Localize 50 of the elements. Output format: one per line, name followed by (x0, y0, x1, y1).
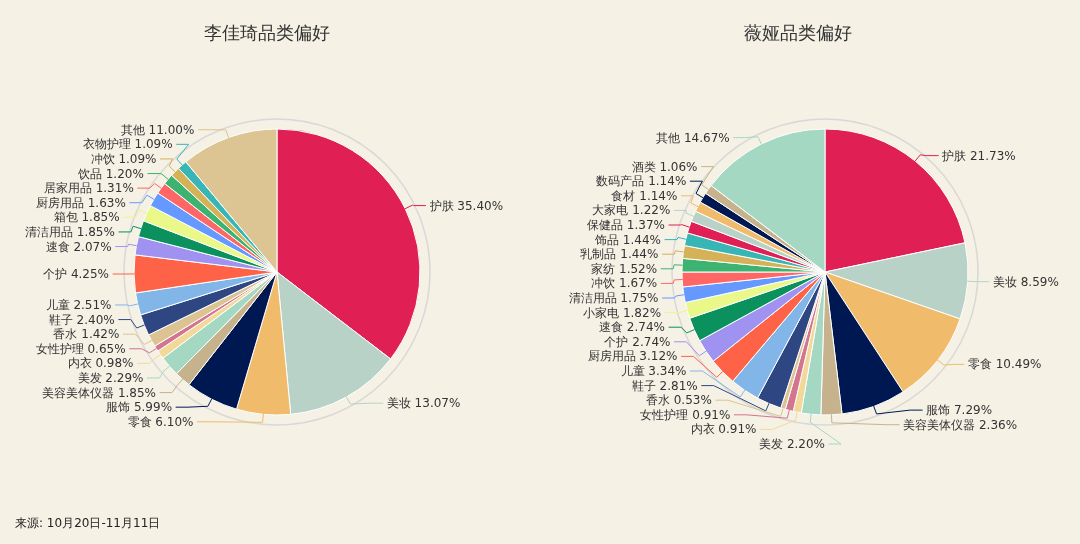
slice-label: 冲饮 1.67% (591, 276, 658, 291)
slice-label: 居家用品 1.31% (43, 181, 134, 196)
slice-label: 小家电 1.82% (583, 305, 662, 320)
slice-label: 儿童 3.34% (620, 364, 687, 378)
slice-label: 护肤 21.73% (941, 148, 1016, 163)
slice-label: 服饰 5.99% (106, 400, 173, 415)
slice-label: 美妆 8.59% (992, 274, 1059, 289)
slice-label: 个护 4.25% (43, 267, 110, 282)
slice-label: 速食 2.07% (45, 239, 112, 254)
slice-label: 其他 14.67% (656, 130, 730, 145)
slice-label: 内衣 0.91% (690, 422, 757, 437)
slice-label: 饮品 1.20% (76, 166, 144, 181)
slice-label: 香水 1.42% (53, 327, 120, 342)
slice-label: 美发 2.20% (759, 437, 825, 451)
slice-label: 鞋子 2.81% (631, 378, 698, 393)
slice-label: 服饰 7.29% (926, 403, 993, 418)
slice-label: 乳制品 1.44% (580, 247, 659, 262)
slice-label: 内衣 0.98% (67, 356, 134, 371)
slice-label: 香水 0.53% (645, 393, 712, 408)
slice-label: 鞋子 2.40% (48, 312, 115, 327)
slice-label: 其他 11.00% (120, 122, 195, 137)
slice-label: 零食 10.49% (967, 357, 1042, 372)
slice-label: 护肤 35.40% (428, 198, 504, 213)
slice-label: 美容美体仪器 1.85% (42, 385, 157, 400)
slice-label: 速食 2.74% (599, 320, 665, 335)
slice-label: 酒类 1.06% (631, 159, 698, 174)
slice-label: 女性护理 0.91% (640, 407, 731, 422)
slice-label: 厨房用品 3.12% (587, 349, 678, 364)
slice-label: 冲饮 1.09% (90, 151, 157, 166)
chart-title: 薇娅品类偏好 (744, 21, 852, 43)
slice-label: 女性护理 0.65% (35, 341, 126, 356)
slice-label: 美容美体仪器 2.36% (903, 417, 1018, 432)
slice-label: 保健品 1.37% (586, 218, 665, 232)
slice-label: 大家电 1.22% (592, 203, 671, 218)
source-note: 来源: 10月20日-11月11日 (15, 516, 161, 530)
slice-label: 家纺 1.52% (591, 261, 658, 276)
slice-label: 数码产品 1.14% (596, 174, 687, 189)
slice-label: 食材 1.14% (611, 188, 678, 203)
slice-label: 箱包 1.85% (53, 210, 120, 225)
slice-label: 衣物护理 1.09% (82, 137, 173, 152)
slice-label: 美发 2.29% (77, 370, 144, 385)
slice-label: 零食 6.10% (127, 414, 194, 429)
slice-label: 个护 2.74% (604, 334, 671, 349)
slice-label: 饰品 1.44% (594, 232, 661, 247)
chart-title: 李佳琦品类偏好 (204, 21, 330, 43)
slice-label: 美妆 13.07% (386, 396, 461, 411)
slice-label: 厨房用品 1.63% (35, 195, 126, 210)
slice-label: 清洁用品 1.75% (568, 291, 659, 305)
slice-label: 清洁用品 1.85% (24, 224, 115, 239)
slice-label: 儿童 2.51% (45, 297, 112, 312)
